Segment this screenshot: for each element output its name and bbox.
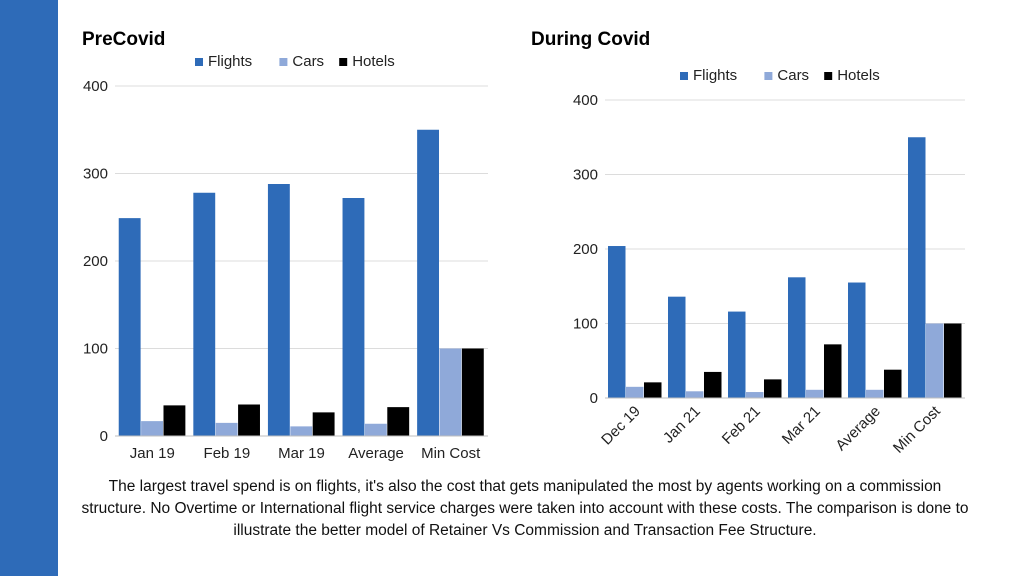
bar-hotels-mar-21 — [824, 344, 842, 398]
y-tick-label: 0 — [590, 390, 598, 407]
bar-cars-feb-19 — [215, 422, 238, 436]
bar-flights-average — [848, 282, 866, 398]
chart-title-during-covid: During Covid — [531, 29, 651, 50]
bar-hotels-average — [884, 369, 902, 398]
bar-flights-feb-21 — [728, 311, 746, 398]
chart-title-precovid: PreCovid — [82, 29, 166, 50]
bar-hotels-jan-19 — [163, 405, 186, 436]
bar-hotels-dec-19 — [644, 382, 662, 398]
bar-cars-jan-21 — [686, 391, 704, 398]
bar-hotels-min-cost — [461, 348, 484, 436]
bar-hotels-mar-19 — [312, 412, 335, 436]
legend-label-hotels: Hotels — [352, 53, 395, 70]
bar-cars-feb-21 — [746, 392, 764, 398]
x-tick-label-average: Average — [832, 403, 883, 454]
legend-swatch-cars — [764, 72, 773, 80]
x-tick-label-mar-21: Mar 21 — [779, 403, 824, 448]
y-tick-label: 100 — [573, 316, 598, 333]
x-tick-label-mar-19: Mar 19 — [278, 445, 325, 462]
y-tick-label: 0 — [100, 428, 108, 445]
bar-cars-jan-19 — [141, 421, 163, 436]
x-tick-label-feb-19: Feb 19 — [204, 445, 251, 462]
x-tick-label-min-cost: Min Cost — [890, 402, 944, 456]
legend-swatch-flights — [680, 72, 688, 80]
bar-hotels-feb-21 — [764, 379, 782, 398]
legend-swatch-flights — [195, 58, 203, 66]
y-tick-label: 200 — [83, 253, 108, 270]
bar-flights-mar-19 — [267, 184, 290, 436]
bar-cars-average — [866, 389, 884, 398]
legend-label-cars: Cars — [777, 67, 809, 84]
bar-flights-jan-19 — [118, 218, 141, 436]
legend-swatch-hotels — [339, 58, 348, 66]
legend-label-cars: Cars — [292, 53, 324, 70]
bar-cars-average — [364, 423, 387, 436]
y-tick-label: 400 — [573, 92, 598, 109]
bar-flights-dec-19 — [608, 246, 626, 398]
during-covid-chart: 0 100 200 300 400 Flights Cars Hotels Dec 19 Jan … — [573, 67, 965, 457]
bar-cars-min-cost — [439, 348, 462, 436]
y-tick-label: 200 — [573, 241, 598, 258]
x-tick-label-min-cost: Min Cost — [421, 445, 481, 462]
y-tick-label: 300 — [83, 166, 108, 183]
x-tick-label-average: Average — [348, 445, 404, 462]
y-tick-label: 100 — [83, 341, 108, 358]
bar-hotels-min-cost — [944, 323, 962, 398]
bar-hotels-average — [387, 407, 410, 436]
bar-flights-min-cost — [417, 129, 440, 436]
legend-swatch-hotels — [824, 72, 833, 80]
legend-label-hotels: Hotels — [837, 67, 880, 84]
bar-flights-jan-21 — [668, 296, 686, 398]
bar-flights-average — [342, 198, 365, 436]
bar-hotels-jan-21 — [704, 371, 722, 398]
x-tick-label-jan-19: Jan 19 — [130, 445, 175, 462]
bar-cars-dec-19 — [626, 386, 644, 398]
y-tick-label: 300 — [573, 167, 598, 184]
sidebar-accent — [0, 0, 58, 576]
x-tick-label-jan-21: Jan 21 — [660, 403, 704, 447]
bar-flights-min-cost — [908, 137, 926, 398]
bar-flights-mar-21 — [788, 277, 806, 398]
bar-cars-mar-19 — [290, 426, 313, 436]
caption-text: The largest travel spend is on flights, … — [81, 478, 969, 539]
bar-hotels-feb-19 — [238, 404, 260, 436]
bar-flights-feb-19 — [193, 192, 216, 436]
precovid-chart: 0 100 200 300 400 Flights Cars Hotels Jan 19 Feb … — [83, 53, 488, 462]
y-tick-label: 400 — [83, 78, 108, 95]
bar-cars-mar-21 — [806, 389, 824, 398]
x-tick-label-dec-19: Dec 19 — [598, 403, 644, 449]
legend-label-flights: Flights — [208, 53, 252, 70]
bar-cars-min-cost — [926, 323, 944, 398]
x-tick-label-feb-21: Feb 21 — [719, 403, 764, 448]
legend-swatch-cars — [279, 58, 288, 66]
legend-label-flights: Flights — [693, 67, 737, 84]
